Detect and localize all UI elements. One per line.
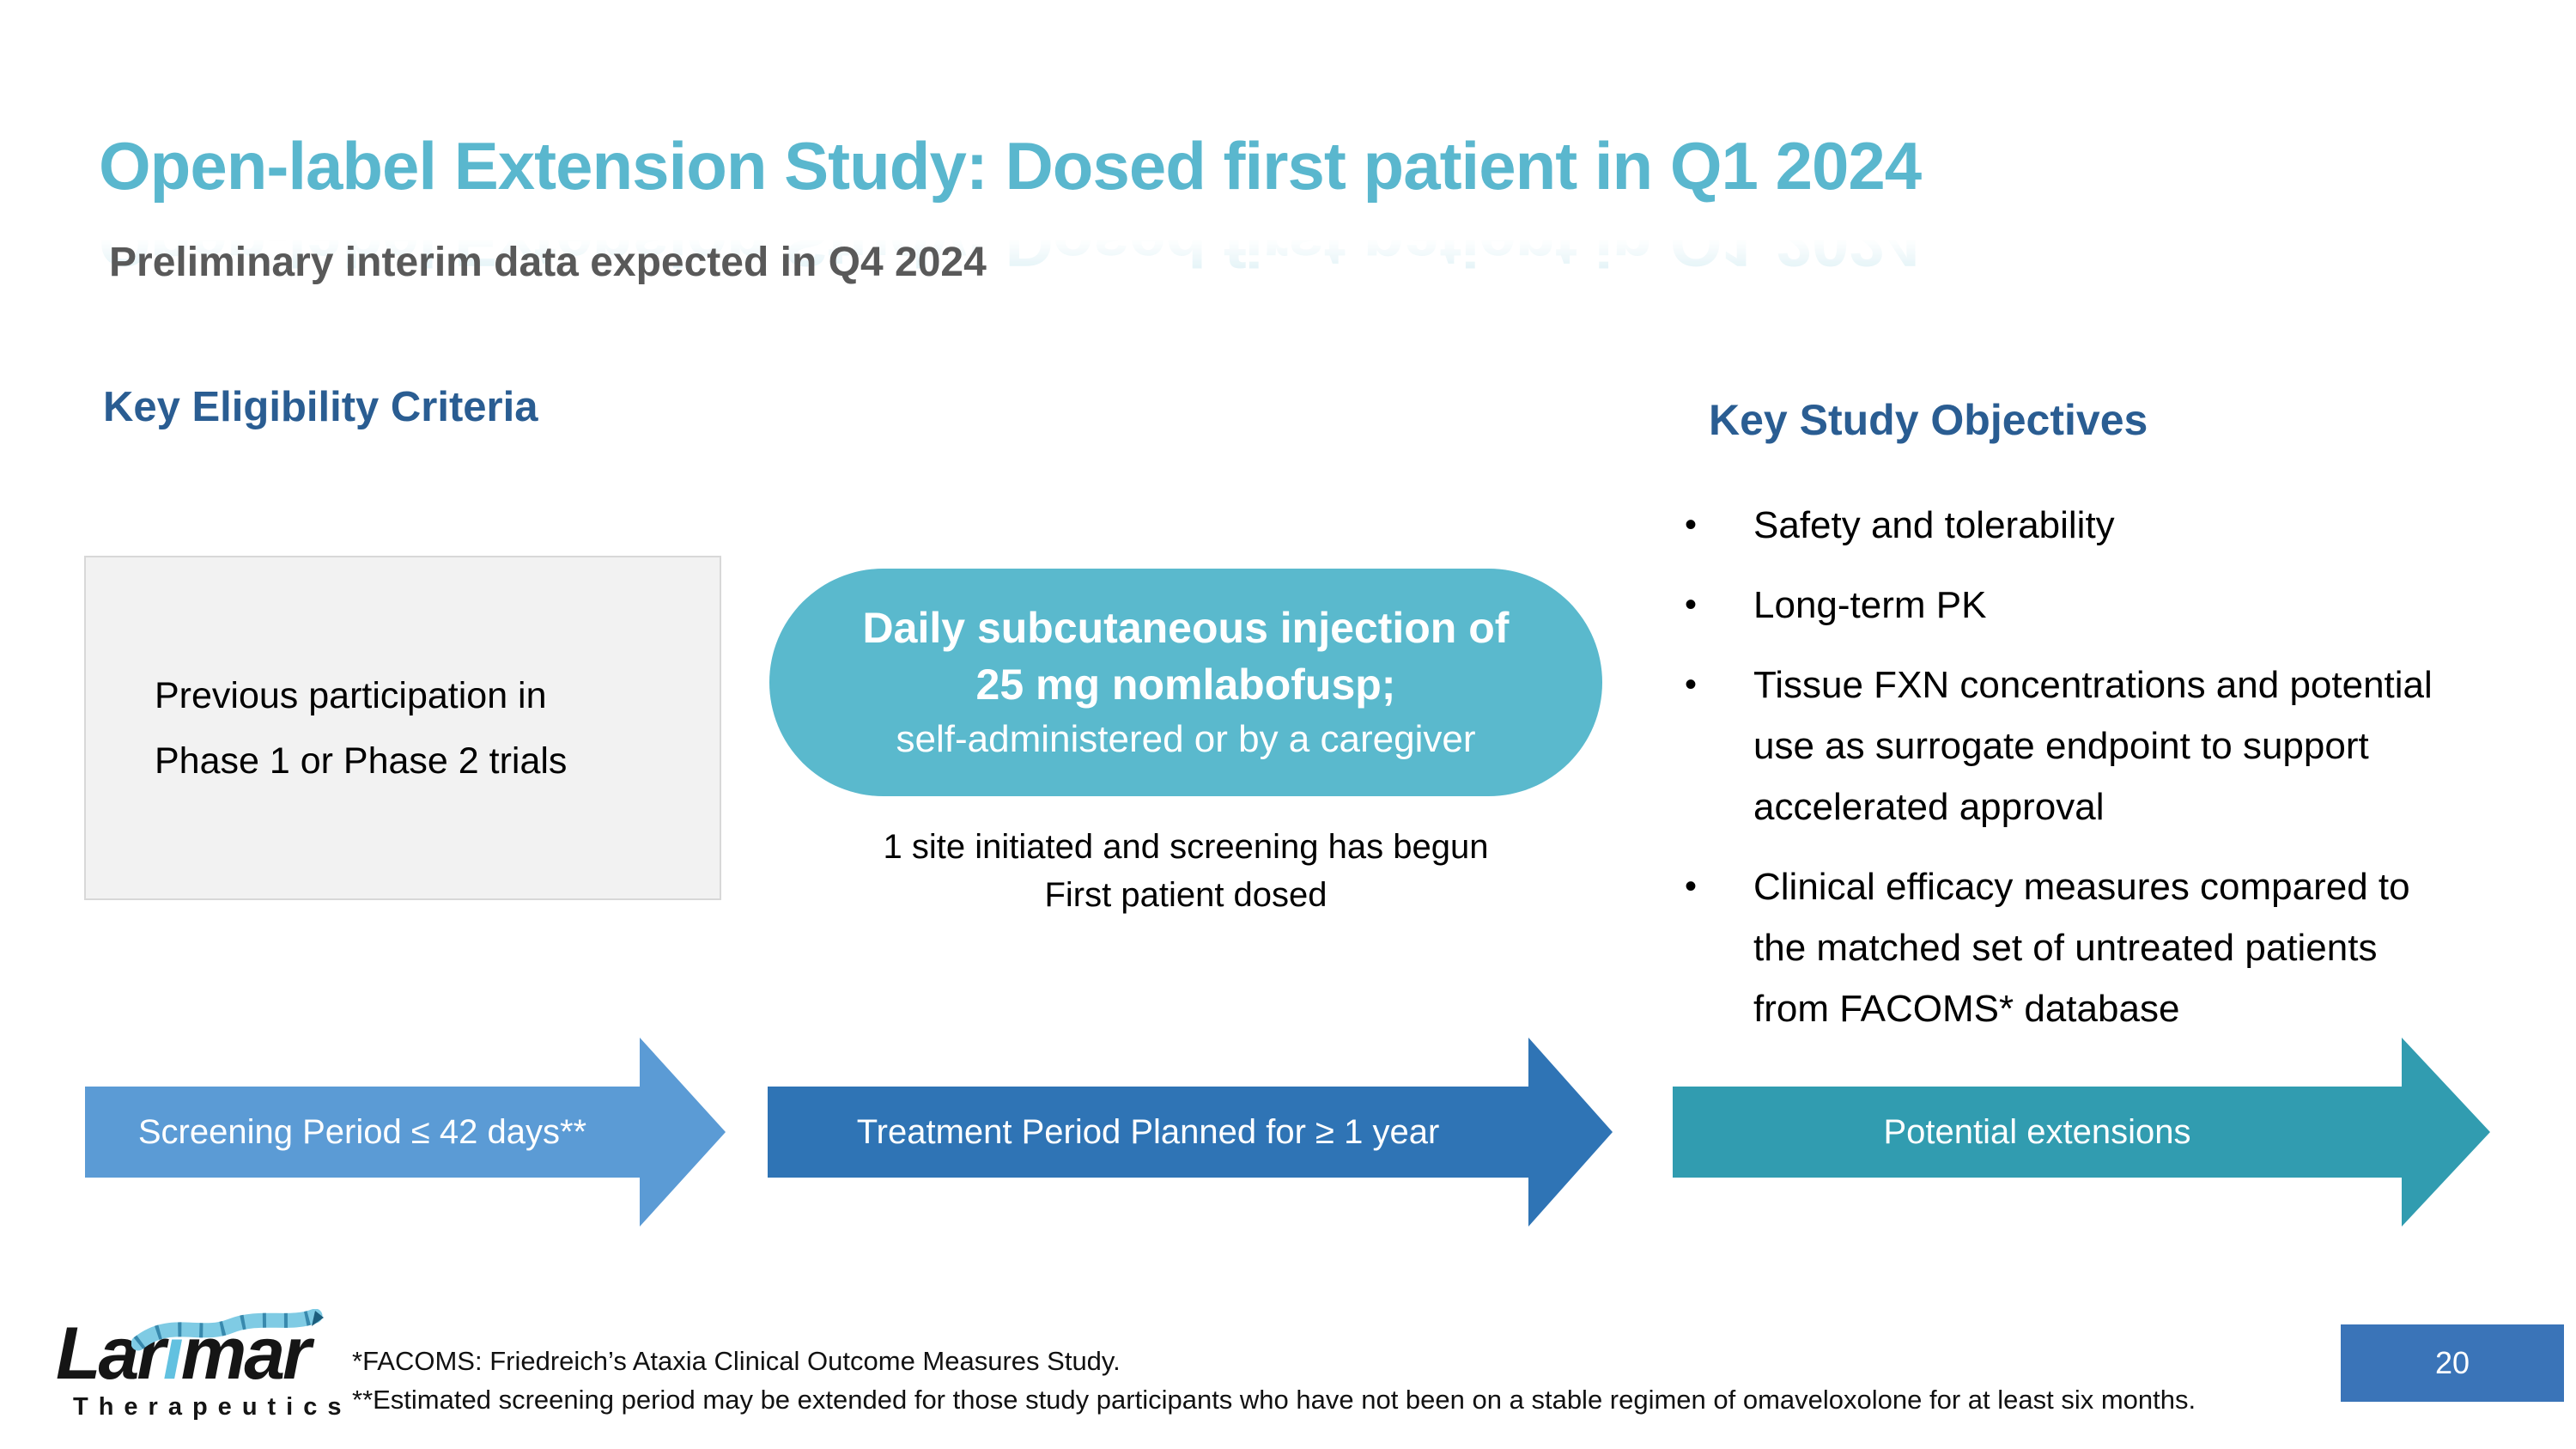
helix-logo-graphic bbox=[131, 1309, 324, 1351]
logo-part1: Lar bbox=[56, 1312, 166, 1395]
footnote-1: *FACOMS: Friedreich’s Ataxia Clinical Ou… bbox=[352, 1346, 1121, 1376]
arrow-label: Treatment Period Planned for ≥ 1 year bbox=[856, 1112, 1440, 1151]
timeline-arrow-extensions: Potential extensions bbox=[1673, 1038, 2490, 1227]
footnotes: *FACOMS: Friedreich’s Ataxia Clinical Ou… bbox=[352, 1342, 2196, 1419]
bullet-dot: • bbox=[1685, 666, 1698, 703]
objective-item: • Safety and tolerability bbox=[1685, 495, 2466, 556]
objective-text: Clinical efficacy measures compared to t… bbox=[1753, 866, 2410, 1030]
objective-item: • Clinical efficacy measures compared to… bbox=[1685, 856, 2466, 1039]
status-line-1: 1 site initiated and screening has begun bbox=[883, 828, 1489, 866]
treatment-status: 1 site initiated and screening has begun… bbox=[769, 823, 1602, 919]
objective-item: • Tissue FXN concentrations and potentia… bbox=[1685, 654, 2466, 837]
footnote-2: **Estimated screening period may be exte… bbox=[352, 1385, 2196, 1415]
objective-text: Long-term PK bbox=[1753, 584, 1987, 626]
page-number: 20 bbox=[2434, 1345, 2470, 1380]
bullet-dot: • bbox=[1685, 506, 1698, 544]
objectives-heading: Key Study Objectives bbox=[1709, 396, 2148, 444]
bullet-dot: • bbox=[1685, 868, 1698, 905]
larimar-logo: Larimar Therapeutics bbox=[56, 1309, 352, 1422]
eligibility-heading: Key Eligibility Criteria bbox=[103, 384, 538, 430]
pill-line-2: 25 mg nomlabofusp; bbox=[975, 660, 1396, 709]
eligibility-box-text: Previous participation in Phase 1 or Pha… bbox=[155, 674, 568, 782]
arrow-label: Screening Period ≤ 42 days** bbox=[137, 1112, 587, 1151]
page-number-badge: 20 bbox=[2341, 1324, 2564, 1402]
logo-wordmark: Larimar bbox=[56, 1309, 331, 1395]
pill-line-3: self-administered or by a caregiver bbox=[896, 717, 1476, 760]
page-subtitle: Preliminary interim data expected in Q4 … bbox=[109, 240, 987, 285]
page-title: Open-label Extension Study: Dosed first … bbox=[99, 128, 1922, 204]
treatment-pill: Daily subcutaneous injection of 25 mg no… bbox=[769, 569, 1602, 796]
status-line-2: First patient dosed bbox=[1044, 876, 1327, 914]
objective-item: • Long-term PK bbox=[1685, 575, 2466, 636]
objective-text: Tissue FXN concentrations and potential … bbox=[1753, 664, 2433, 828]
arrow-label: Potential extensions bbox=[1883, 1112, 2191, 1151]
bullet-dot: • bbox=[1685, 586, 1698, 624]
logo-therapeutics: Therapeutics bbox=[73, 1393, 352, 1421]
pill-line-1: Daily subcutaneous injection of bbox=[862, 603, 1510, 652]
eligibility-box: Previous participation in Phase 1 or Pha… bbox=[84, 556, 721, 900]
timeline-arrow-treatment: Treatment Period Planned for ≥ 1 year bbox=[768, 1038, 1613, 1227]
timeline-arrow-screening: Screening Period ≤ 42 days** bbox=[85, 1038, 726, 1227]
objectives-list: • Safety and tolerability • Long-term PK… bbox=[1685, 495, 2466, 1058]
objective-text: Safety and tolerability bbox=[1753, 504, 2115, 546]
